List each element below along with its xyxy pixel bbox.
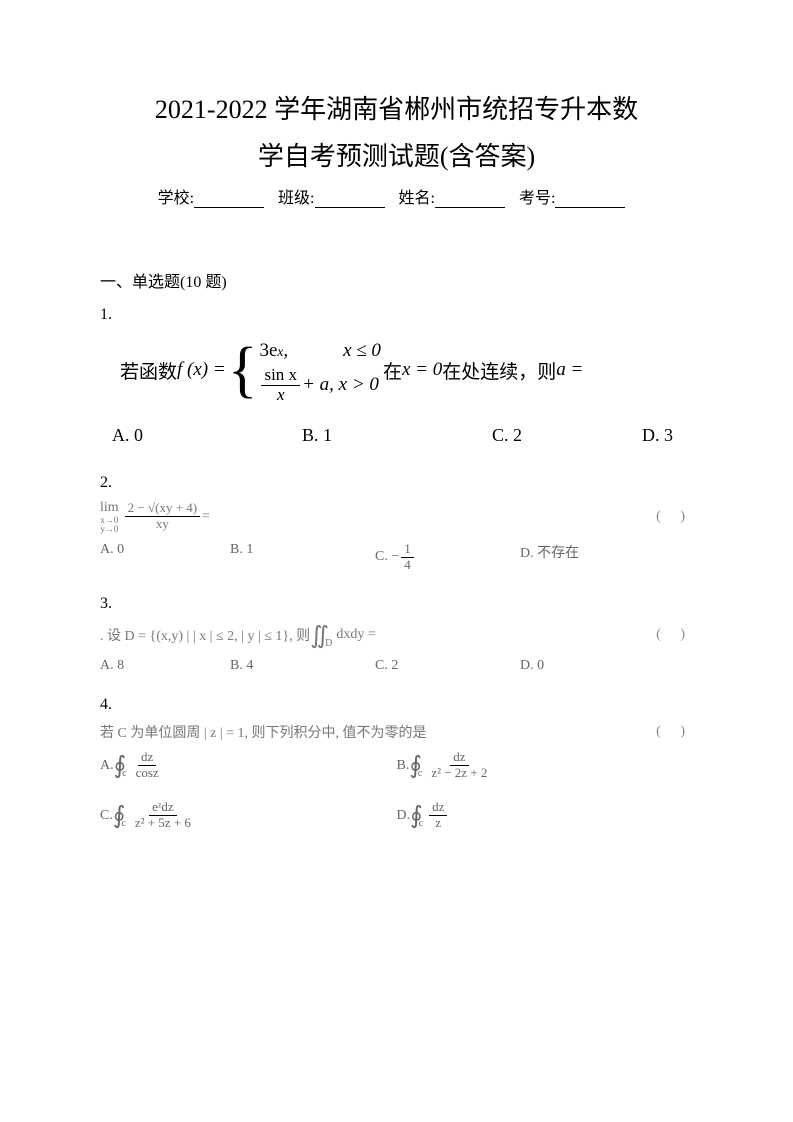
q1-case1-cond: x ≤ 0 [343, 336, 381, 366]
q3-int-sub: D [325, 638, 332, 649]
q2-opt-a[interactable]: A. 0 [100, 542, 230, 573]
q1-case2-frac: sin x x [261, 366, 300, 404]
title-line-1: 2021-2022 学年湖南省郴州市统招专升本数 [100, 90, 693, 129]
q2-lim: lim [100, 500, 119, 516]
q2-options: A. 0 B. 1 C. − 1 4 D. 不存在 [100, 542, 693, 573]
q1-options: A. 0 B. 1 C. 2 D. 3 [112, 425, 693, 446]
q2-opt-c[interactable]: C. − 1 4 [375, 542, 520, 573]
q4-a-den: cosz [133, 766, 162, 781]
q4-opt-c[interactable]: C. ∮c eᶻdzz² + 5z + 6 [100, 798, 397, 834]
q3-number: 3. [100, 595, 693, 613]
q1-expression: 若函数 f (x) = { 3ex , x ≤ 0 sin x x + a, x… [120, 336, 693, 405]
q2-eq: = [202, 509, 210, 525]
q4-a-num: dz [138, 750, 156, 766]
q3-opt-a[interactable]: A. 8 [100, 658, 230, 674]
q2-frac-den: xy [153, 517, 172, 532]
q4-opt-d[interactable]: D. ∮c dzz [397, 798, 694, 834]
q4-options: A. ∮c dzcosz B. ∮c dzz² − 2z + 2 C. ∮c e… [100, 748, 693, 848]
q2-opt-c-num: 1 [401, 542, 414, 558]
q4-c-label: C. [100, 808, 113, 824]
q4-b-num: dz [450, 750, 468, 766]
q2-opt-b[interactable]: B. 1 [230, 542, 375, 573]
q3-int-body: dxdy = [336, 627, 375, 643]
q1-case2-plus: + a, x > 0 [302, 370, 379, 400]
q2-opt-c-den: 4 [401, 558, 414, 573]
q3-paren: ( ) [656, 627, 693, 643]
q1-post2: 在处连续，则 [442, 357, 556, 384]
q2-lim-sub: x→0y→0 [100, 516, 118, 534]
q1-case2-den: x [274, 386, 288, 405]
q4-opt-b[interactable]: B. ∮c dzz² − 2z + 2 [397, 748, 694, 784]
q1-case1-b: , [283, 336, 288, 366]
class-blank[interactable] [315, 190, 385, 208]
class-label: 班级: [278, 190, 314, 207]
school-label: 学校: [158, 190, 194, 207]
q4-number: 4. [100, 696, 693, 714]
info-row: 学校: 班级: 姓名: 考号: [100, 184, 693, 208]
name-label: 姓名: [399, 190, 435, 207]
q1-opt-b[interactable]: B. 1 [302, 425, 492, 446]
q1-posta: a = [556, 359, 583, 381]
q4-c-den: z² + 5z + 6 [132, 816, 194, 831]
q1-opt-a[interactable]: A. 0 [112, 425, 302, 446]
name-blank[interactable] [435, 190, 505, 208]
examno-blank[interactable] [555, 190, 625, 208]
q3-stem: . 设 D = {(x,y) | | x | ≤ 2, | y | ≤ 1}, … [100, 621, 693, 650]
school-blank[interactable] [194, 190, 264, 208]
q1-opt-d[interactable]: D. 3 [642, 425, 673, 446]
q4-d-num: dz [429, 800, 447, 816]
q1-post1: 在 [383, 357, 402, 384]
q1-number: 1. [100, 306, 693, 324]
q4-d-den: z [432, 816, 444, 831]
q2-opt-c-pre: C. − [375, 549, 399, 565]
title-line-2: 学自考预测试题(含答案) [100, 137, 693, 176]
q2-paren: ( ) [656, 509, 693, 525]
q3-opt-b[interactable]: B. 4 [230, 658, 375, 674]
q4-stem: 若 C 为单位圆周 | z | = 1, 则下列积分中, 值不为零的是 [100, 722, 427, 742]
q1-case2-num: sin x [261, 366, 300, 386]
q2-stem: lim x→0y→0 2 − √(xy + 4) xy = ( ) [100, 500, 693, 534]
q4-b-label: B. [397, 758, 410, 774]
q2-opt-d[interactable]: D. 不存在 [520, 542, 579, 573]
q4-paren: ( ) [656, 724, 693, 740]
q4-d-label: D. [397, 808, 411, 824]
q1-opt-c[interactable]: C. 2 [492, 425, 642, 446]
q3-text: . 设 D = {(x,y) | | x | ≤ 2, | y | ≤ 1}, … [100, 625, 310, 645]
examno-label: 考号: [519, 190, 555, 207]
q4-stem-row: 若 C 为单位圆周 | z | = 1, 则下列积分中, 值不为零的是 ( ) [100, 722, 693, 742]
q4-opt-a[interactable]: A. ∮c dzcosz [100, 748, 397, 784]
section-header: 一、单选题(10 题) [100, 268, 693, 292]
q1-brace: { 3ex , x ≤ 0 sin x x + a, x > 0 [228, 336, 381, 405]
q1-case1-a: 3e [259, 336, 277, 366]
q4-c-num: eᶻdz [149, 800, 177, 816]
q1-pretext: 若函数 [120, 357, 177, 384]
q2-frac: 2 − √(xy + 4) xy [125, 501, 200, 532]
q1-fx: f (x) = [177, 359, 226, 381]
q2-frac-num: 2 − √(xy + 4) [125, 501, 200, 517]
q4-b-den: z² − 2z + 2 [428, 766, 490, 781]
q1-postx: x = 0 [402, 359, 442, 381]
q3-options: A. 8 B. 4 C. 2 D. 0 [100, 658, 693, 674]
q4-a-label: A. [100, 758, 114, 774]
q3-opt-d[interactable]: D. 0 [520, 658, 544, 674]
q3-opt-c[interactable]: C. 2 [375, 658, 520, 674]
q2-number: 2. [100, 474, 693, 492]
